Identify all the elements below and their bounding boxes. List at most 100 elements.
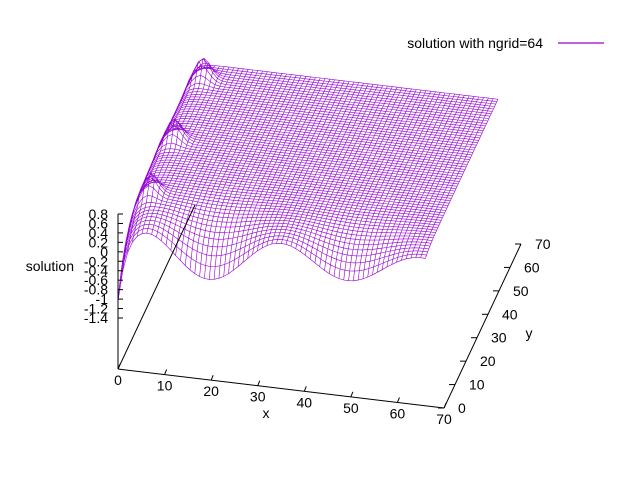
mesh-line-along-y [276, 81, 350, 244]
mesh-line-along-y [401, 96, 475, 261]
x-tick-label: 40 [296, 394, 312, 410]
x-tick-mark [210, 374, 214, 381]
legend: solution with ngrid=64 [407, 35, 604, 51]
mesh-line-along-y [223, 75, 297, 277]
x-tick-mark [350, 391, 354, 398]
z-tick-label: 0.2 [89, 234, 109, 250]
mesh-line-along-y [199, 72, 273, 277]
mesh-line-along-y [415, 97, 489, 258]
y-axis-label: y [526, 325, 533, 341]
x-tick-mark [396, 397, 400, 403]
y-axis-line [443, 243, 522, 409]
mesh-line-along-y [189, 70, 263, 270]
mesh-line-along-y [141, 62, 215, 234]
mesh-line-along-y [146, 65, 220, 234]
z-tick-label: 0.6 [89, 215, 109, 231]
x-tick-label: 70 [436, 411, 452, 427]
mesh-line-along-y [242, 77, 316, 263]
mesh-line-along-y [319, 86, 393, 267]
mesh-line-along-y [333, 88, 407, 277]
mesh-line-along-y [247, 77, 321, 259]
mesh-line-along-y [156, 66, 230, 238]
y-tick-label: 70 [535, 236, 551, 252]
mesh-line-along-y [122, 69, 196, 271]
x-tick-label: 20 [203, 383, 219, 399]
mesh-line-along-y [132, 61, 206, 243]
mesh-line-along-y [405, 96, 480, 259]
mesh-line-along-y [252, 78, 326, 255]
mesh-line-along-y [218, 74, 292, 279]
mesh-line-along-y [136, 58, 211, 237]
mesh-line-along-y [353, 90, 427, 281]
mesh-line-along-y [237, 76, 311, 267]
mesh-line-along-y [367, 92, 441, 278]
mesh-line-along-y [257, 79, 331, 252]
mesh-line-along-y [295, 83, 369, 249]
y-tick-label: 20 [480, 353, 496, 369]
mesh-line-along-y [357, 91, 431, 281]
mesh-line-along-y [175, 69, 249, 256]
mesh-line-along-y [184, 70, 259, 266]
mesh-line-along-x [181, 74, 489, 119]
x-tick-label: 60 [390, 405, 406, 421]
mesh-line-along-y [117, 78, 191, 302]
mesh-line-along-y [305, 84, 379, 256]
mesh-line-along-y [300, 84, 374, 252]
mesh-line-along-y [271, 80, 345, 245]
mesh-line-along-y [309, 85, 383, 260]
x-tick-label: 30 [250, 389, 266, 405]
x-tick-mark [164, 369, 168, 375]
z-axis-ticks: 0.80.60.40.20-0.2-0.4-0.6-0.8-1-1.2-1.4 [84, 206, 123, 326]
x-tick-label: 10 [157, 378, 173, 394]
y-tick-label: 10 [469, 377, 485, 393]
mesh-line-along-y [410, 97, 484, 258]
x-tick-label: 0 [114, 372, 122, 388]
mesh-line-along-y [281, 81, 355, 244]
z-tick-label: 0.8 [89, 206, 109, 222]
mesh-line-along-x [131, 172, 440, 226]
solution-mesh [117, 58, 499, 302]
mesh-line-along-y [180, 69, 254, 261]
x-tick-mark [257, 380, 261, 386]
x-axis-label: x [263, 405, 270, 421]
back-axis-line [117, 204, 196, 370]
mesh-line-along-x [124, 209, 433, 248]
mesh-line-along-y [343, 89, 417, 281]
x-axis-line [117, 368, 445, 409]
y-tick-label: 30 [491, 330, 507, 346]
x-tick-mark [117, 363, 121, 370]
mesh-line-along-y [228, 75, 302, 274]
x-axis-ticks: 0 10 20 30 40 50 60 70 [114, 363, 452, 427]
z-tick-label: -0.6 [84, 272, 108, 288]
x-tick-mark [443, 402, 447, 409]
mesh-line-along-y [290, 83, 364, 247]
mesh-line-along-y [160, 67, 235, 241]
z-tick-label: 0.4 [89, 225, 109, 241]
y-tick-label: 60 [524, 259, 540, 275]
mesh-line-along-y [362, 91, 436, 279]
z-tick-label: -0.2 [84, 253, 108, 269]
mesh-line-along-y [372, 92, 446, 275]
mesh-line-along-y [396, 95, 470, 263]
z-axis-label: solution [26, 258, 74, 274]
mesh-line-along-y [377, 93, 451, 273]
mesh-line-along-y [285, 82, 359, 245]
z-tick-label: -1.4 [84, 310, 108, 326]
mesh-line-along-y [261, 79, 335, 249]
mesh-line-along-y [127, 66, 201, 253]
mesh-line-along-y [348, 89, 422, 281]
z-tick-label: -1.2 [84, 301, 108, 317]
mesh-line-along-y [213, 73, 287, 280]
mesh-line-along-y [338, 88, 412, 279]
x-tick-mark [303, 386, 307, 392]
z-tick-label: -0.4 [84, 263, 108, 279]
mesh-line-along-y [170, 68, 244, 251]
mesh-line-along-y [204, 72, 278, 279]
z-tick-label: 0 [100, 244, 108, 260]
y-tick-label: 0 [458, 400, 466, 416]
axes-frame [117, 204, 522, 409]
mesh-line-along-y [420, 98, 494, 258]
z-tick-label: -0.8 [84, 282, 108, 298]
mesh-line-along-y [386, 94, 460, 268]
